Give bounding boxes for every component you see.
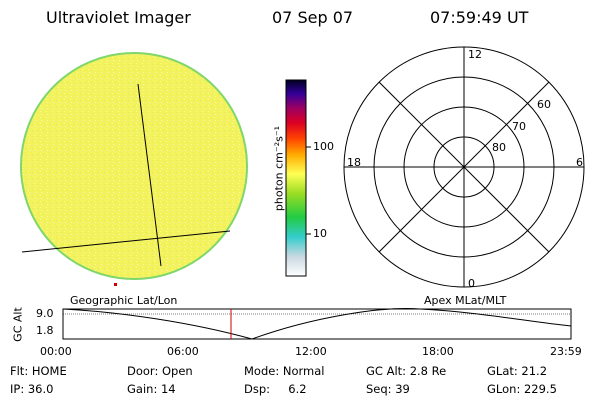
lat-label-60: 60 [537, 98, 551, 111]
altitude-ylabel: GC Alt [11, 307, 25, 342]
geographic-label: Geographic Lat/Lon [70, 294, 178, 307]
info-mode: Mode: Normal [244, 364, 325, 378]
altitude-ytick-low: 1.8 [36, 324, 54, 337]
position-marker [114, 283, 117, 286]
time-tick-2359: 23:59 [550, 345, 582, 358]
altitude-plot [62, 308, 572, 340]
meridian-line [137, 83, 162, 267]
info-seq: Seq: 39 [366, 382, 410, 396]
parallel-line [21, 230, 231, 253]
time-tick-1800: 18:00 [422, 345, 454, 358]
lat-label-70: 70 [512, 120, 526, 133]
time-tick-0000: 00:00 [40, 345, 72, 358]
mlt-label-0: 0 [468, 277, 475, 290]
color-bar [285, 79, 311, 277]
uv-image-disk [20, 52, 248, 286]
altitude-ytick-high: 9.0 [36, 307, 54, 320]
info-flight: Flt: HOME [10, 364, 67, 378]
info-ip: IP: 36.0 [10, 382, 54, 396]
apex-label: Apex MLat/MLT [424, 294, 507, 307]
info-door: Door: Open [127, 364, 193, 378]
observation-date: 07 Sep 07 [272, 8, 354, 27]
colorbar-tick-10: 10 [313, 227, 327, 240]
observation-time: 07:59:49 UT [430, 8, 529, 27]
info-dsp: Dsp: 6.2 [244, 382, 307, 396]
info-glat: GLat: 21.2 [487, 364, 548, 378]
colorbar-tick-100: 100 [313, 140, 334, 153]
mlt-label-6: 6 [576, 156, 583, 169]
colorbar-unit-label: photon cm⁻²s⁻¹ [272, 125, 286, 212]
polar-grid [343, 46, 585, 288]
time-tick-1200: 12:00 [295, 345, 327, 358]
altitude-curve [62, 308, 572, 340]
lat-label-80: 80 [492, 141, 506, 154]
info-gc-alt: GC Alt: 2.8 Re [366, 364, 447, 378]
time-tick-0600: 06:00 [167, 345, 199, 358]
app-title: Ultraviolet Imager [46, 8, 191, 27]
mlt-label-12: 12 [468, 48, 482, 61]
info-glon: GLon: 229.5 [487, 382, 557, 396]
mlt-label-18: 18 [347, 156, 361, 169]
info-gain: Gain: 14 [127, 382, 176, 396]
